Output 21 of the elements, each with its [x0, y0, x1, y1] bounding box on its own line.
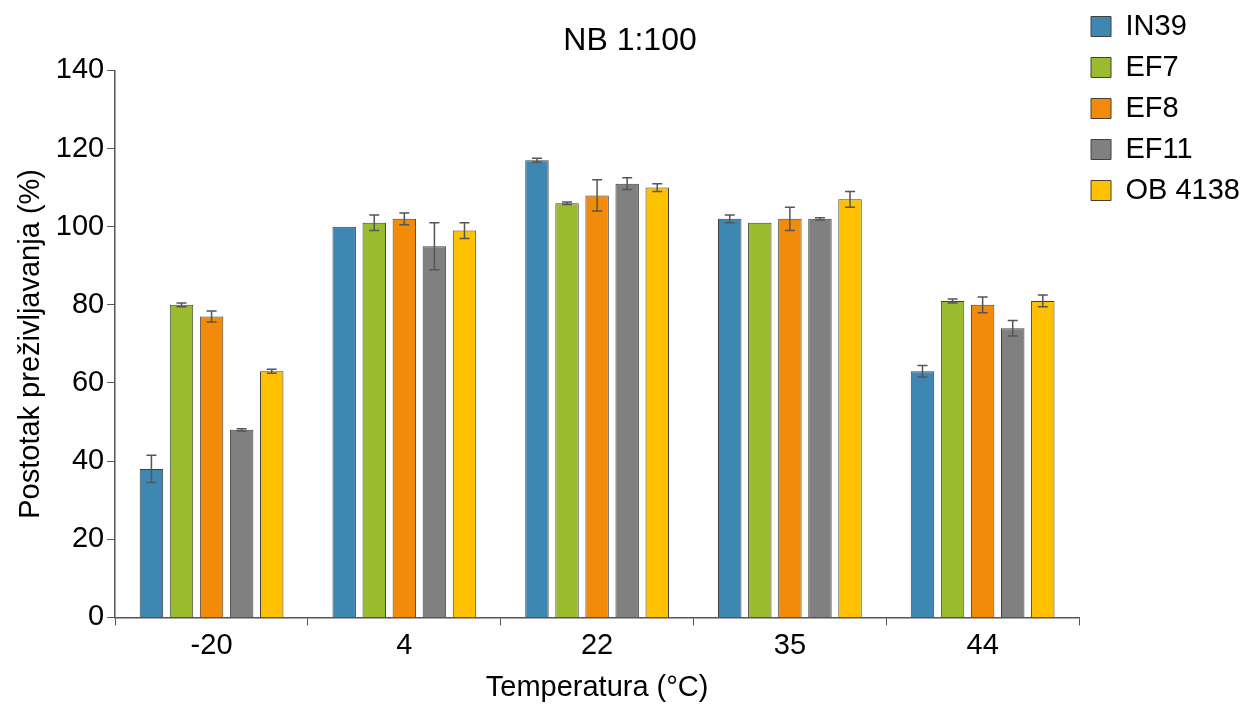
legend-label: EF11 — [1125, 131, 1193, 164]
x-axis-title: Temperatura (°C) — [485, 669, 709, 702]
x-tick-label: 44 — [966, 627, 999, 660]
chart-title: NB 1:100 — [563, 21, 697, 58]
y-tick-label: 140 — [55, 52, 105, 85]
legend-label: IN39 — [1125, 8, 1187, 41]
y-tick-label: 60 — [71, 364, 105, 397]
y-tick-label: 80 — [71, 286, 105, 319]
y-tick-label: 100 — [55, 208, 105, 241]
y-tick-label: 40 — [71, 443, 105, 476]
y-tick-label: 120 — [55, 130, 105, 163]
x-tick-label: 22 — [580, 627, 614, 660]
legend-label: EF8 — [1125, 90, 1179, 123]
x-tick-label: 4 — [396, 627, 413, 660]
legend-label: OB 4138 — [1125, 172, 1241, 205]
x-tick-label: -20 — [190, 627, 233, 660]
y-axis-title: Postotak preživljavanja (%) — [13, 169, 46, 519]
y-tick-label: 20 — [71, 521, 105, 554]
legend-label: EF7 — [1125, 49, 1179, 82]
x-tick-label: 35 — [773, 627, 807, 660]
y-tick-label: 0 — [88, 599, 105, 632]
